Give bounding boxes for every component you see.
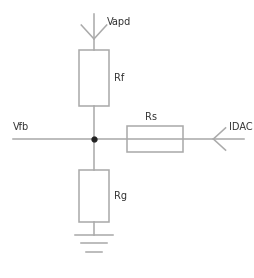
Text: Rf: Rf [114,73,124,83]
Text: Rg: Rg [114,191,127,201]
Text: Vapd: Vapd [107,17,131,27]
Text: Rs: Rs [145,112,157,122]
Text: Vfb: Vfb [13,122,29,132]
Text: IDAC: IDAC [229,122,252,132]
Bar [127,126,183,152]
Bar [79,50,109,106]
Bar [79,170,109,222]
